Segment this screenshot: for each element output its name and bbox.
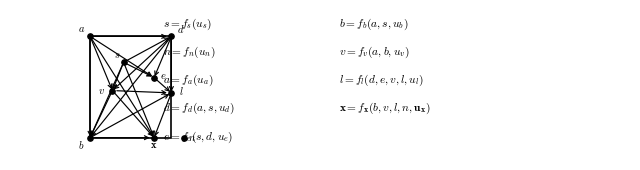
Text: $n = f_n(u_n)$: $n = f_n(u_n)$ (163, 45, 216, 60)
Text: $\mathbf{x} = f_{\mathbf{x}}(b, v, l, n, \mathbf{u_x})$: $\mathbf{x} = f_{\mathbf{x}}(b, v, l, n,… (339, 101, 431, 116)
Bar (90, 36, 172, 138)
Text: $e = f_e(s, d, u_e)$: $e = f_e(s, d, u_e)$ (163, 129, 234, 144)
Text: $l = f_l(d, e, v, l, u_l)$: $l = f_l(d, e, v, l, u_l)$ (339, 73, 424, 88)
Text: $a = f_a(u_a)$: $a = f_a(u_a)$ (163, 73, 214, 88)
Text: $v = f_v(a, b, u_v)$: $v = f_v(a, b, u_v)$ (339, 45, 410, 60)
Text: $n$: $n$ (189, 133, 196, 143)
Text: $s$: $s$ (115, 50, 121, 60)
Text: $d = f_d(a, s, u_d)$: $d = f_d(a, s, u_d)$ (163, 101, 235, 116)
Text: $b = f_b(a, s, u_b)$: $b = f_b(a, s, u_b)$ (339, 17, 409, 32)
Text: $b$: $b$ (78, 139, 84, 151)
Text: $\mathbf{x}$: $\mathbf{x}$ (150, 140, 158, 150)
Text: $s = f_s(u_s)$: $s = f_s(u_s)$ (163, 17, 212, 32)
Text: $d$: $d$ (177, 23, 184, 35)
Text: $e$: $e$ (160, 71, 166, 81)
Text: $l$: $l$ (179, 85, 184, 97)
Text: $a$: $a$ (77, 24, 84, 34)
Text: $v$: $v$ (98, 86, 105, 96)
